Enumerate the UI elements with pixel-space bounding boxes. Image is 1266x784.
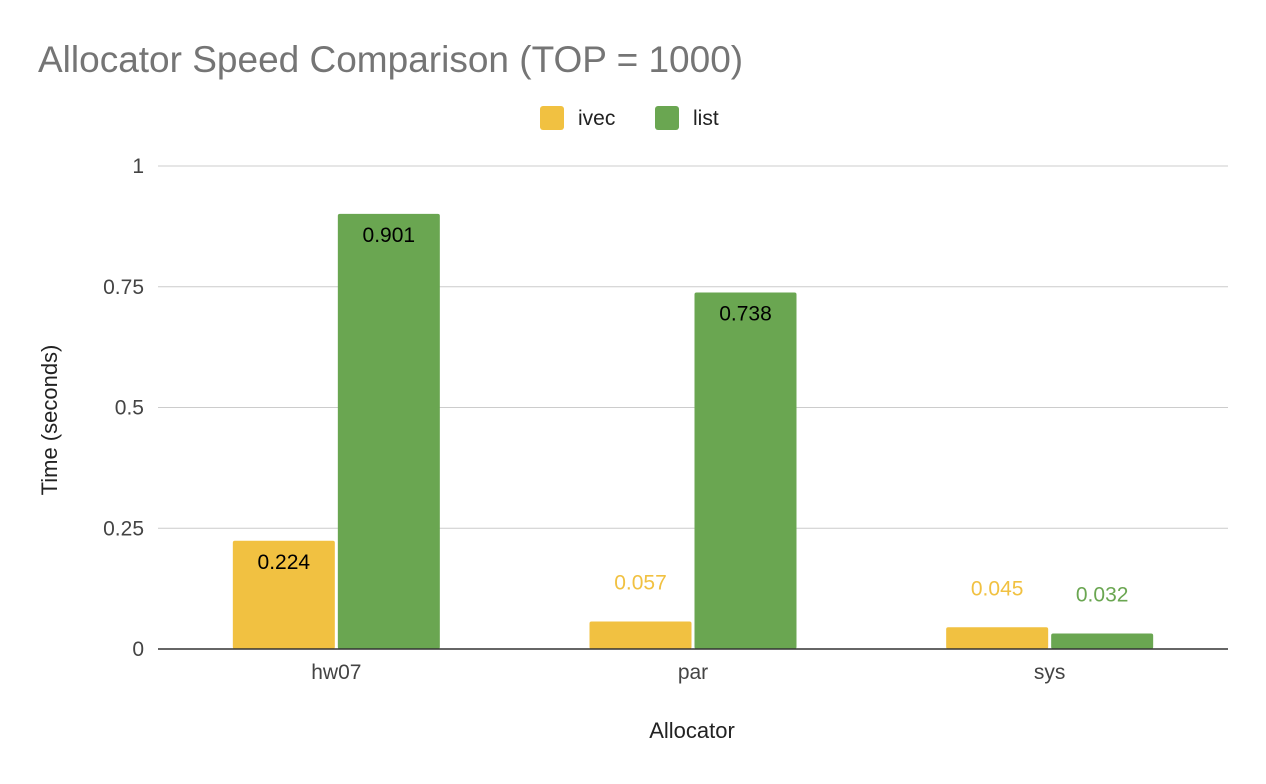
bar-ivec-sys — [946, 627, 1049, 649]
data-label-ivec-hw07: 0.224 — [258, 551, 311, 574]
y-axis-ticks: 0 0.25 0.5 0.75 1 — [103, 155, 144, 661]
chart-title: Allocator Speed Comparison (TOP = 1000) — [38, 39, 743, 80]
x-tick-label: hw07 — [311, 661, 361, 684]
y-tick-label: 0.25 — [103, 517, 144, 540]
legend-swatch-list — [655, 106, 679, 130]
data-labels: 0.224 0.901 0.057 0.738 0.045 0.032 — [258, 224, 1129, 607]
y-tick-label: 0.5 — [115, 397, 144, 420]
bar-list-sys — [1051, 633, 1154, 649]
data-label-ivec-sys: 0.045 — [971, 577, 1024, 600]
x-tick-label: sys — [1034, 661, 1066, 684]
data-label-ivec-par: 0.057 — [614, 571, 667, 594]
data-label-list-hw07: 0.901 — [363, 224, 416, 247]
bars — [158, 213, 1228, 650]
y-tick-label: 0.75 — [103, 276, 144, 299]
legend: ivec list — [540, 106, 719, 130]
legend-swatch-ivec — [540, 106, 564, 130]
legend-label-ivec: ivec — [578, 107, 615, 130]
data-label-list-sys: 0.032 — [1076, 584, 1129, 607]
y-axis-title: Time (seconds) — [37, 345, 62, 496]
bar-list-par — [694, 292, 797, 649]
legend-label-list: list — [693, 107, 719, 130]
gridlines — [158, 165, 1228, 529]
bar-ivec-par — [589, 621, 692, 649]
y-tick-label: 1 — [132, 155, 144, 178]
x-axis-ticks: hw07 par sys — [311, 661, 1065, 684]
y-tick-label: 0 — [132, 638, 144, 661]
x-tick-label: par — [678, 661, 708, 684]
bar-ivec-hw07 — [232, 540, 335, 649]
data-label-list-par: 0.738 — [719, 303, 772, 326]
bar-list-hw07 — [337, 213, 440, 649]
x-axis-title: Allocator — [649, 718, 735, 743]
